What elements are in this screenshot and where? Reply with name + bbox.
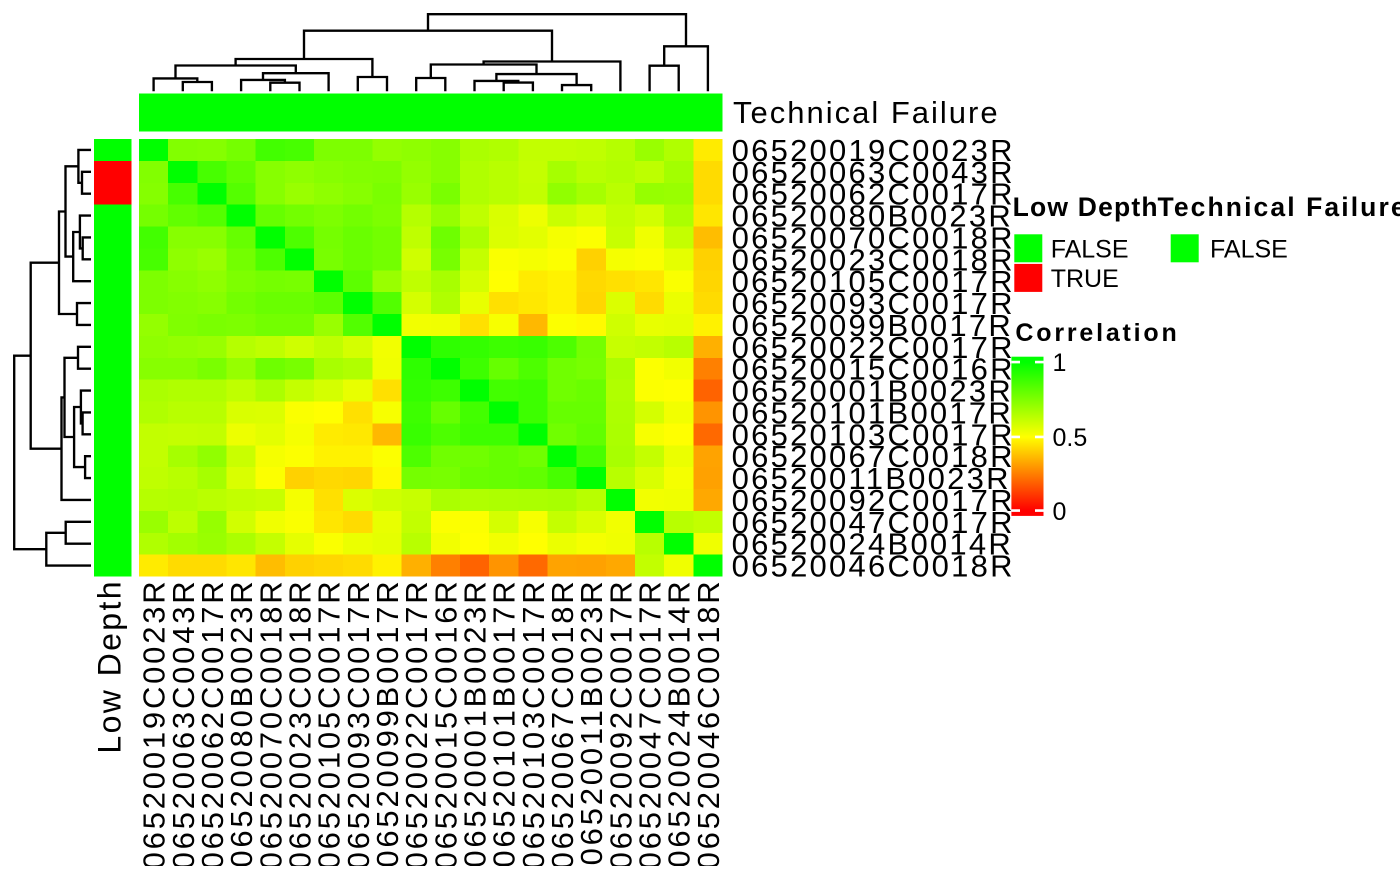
svg-text:Low Depth: Low Depth <box>92 579 128 754</box>
svg-text:FALSE: FALSE <box>1051 235 1129 263</box>
svg-text:FALSE: FALSE <box>1210 235 1288 263</box>
svg-text:Low Depth: Low Depth <box>1013 192 1159 222</box>
svg-text:0: 0 <box>1053 498 1067 526</box>
svg-text:06520046C0018R: 06520046C0018R <box>732 549 1015 584</box>
svg-text:0.5: 0.5 <box>1053 424 1088 452</box>
svg-text:1: 1 <box>1053 349 1067 377</box>
svg-text:TRUE: TRUE <box>1051 265 1119 293</box>
svg-text:Correlation: Correlation <box>1015 319 1179 347</box>
svg-text:Technical Failure: Technical Failure <box>1158 192 1400 222</box>
svg-text:06520046C0018R: 06520046C0018R <box>691 579 726 867</box>
svg-text:Technical Failure: Technical Failure <box>733 95 1000 130</box>
